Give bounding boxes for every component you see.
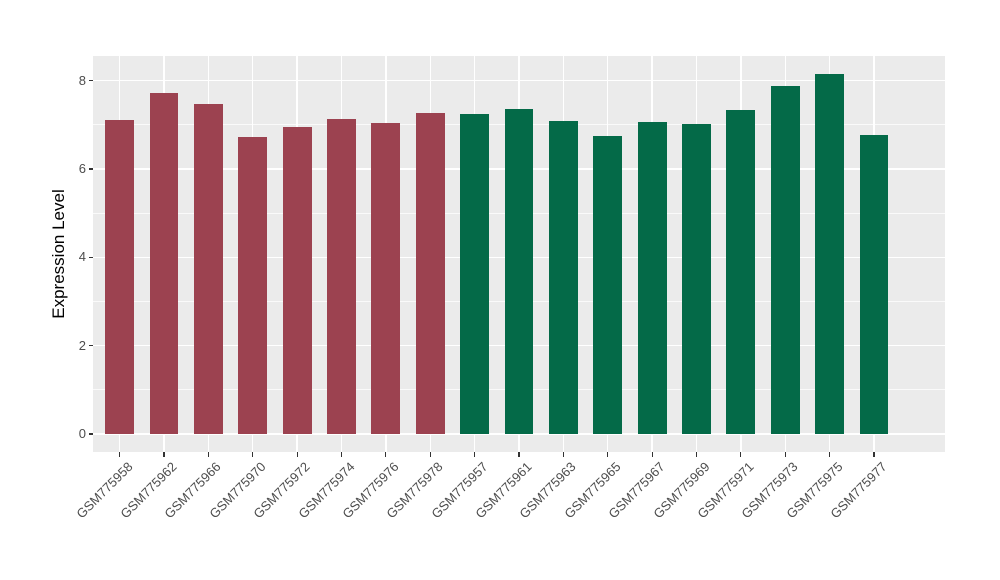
bar-GSM775974 [327,119,356,434]
y-axis-title: Expression Level [49,189,68,319]
bar-GSM775973 [770,85,800,434]
x-axis-tick-mark [651,452,653,457]
bar-GSM775971 [726,110,756,434]
y-tick-label: 6 [78,160,86,176]
bar-GSM775962 [149,92,179,434]
bar-GSM775963 [548,120,578,434]
x-axis-tick-mark [784,452,786,457]
x-axis-tick-mark [607,452,609,457]
bar-GSM775957 [460,113,490,434]
x-axis-tick-mark [429,452,431,457]
y-axis-tick-mark [89,433,93,435]
bar-GSM775970 [238,137,268,434]
x-axis-tick-mark [695,452,698,457]
y-tick-label: 2 [78,337,86,353]
bar-GSM775969 [682,123,711,434]
y-axis-tick-mark [89,168,93,170]
x-axis-tick-mark [163,452,165,457]
x-axis-tick-mark [562,452,564,457]
y-tick-label: 0 [78,426,86,441]
bar-GSM775966 [193,103,223,434]
bar-GSM775975 [815,74,845,434]
x-axis-tick-mark [119,452,121,457]
x-axis-tick-mark [518,452,520,457]
plot-panel [93,56,945,452]
x-axis-tick-mark [385,452,387,457]
x-axis-tick-mark [252,452,254,457]
x-axis-tick-mark [740,452,742,457]
y-tick-label: 8 [78,72,86,88]
bar-GSM775967 [637,121,667,434]
x-axis-tick-mark [829,452,831,457]
y-axis-tick-mark [89,80,93,82]
x-axis-tick-mark [340,452,343,457]
y-axis-tick-mark [89,256,93,258]
bar-GSM775977 [859,134,889,434]
bar-GSM775961 [504,108,534,434]
bar-GSM775978 [415,113,445,434]
x-axis-tick-mark [207,452,209,457]
x-axis-tick-mark [296,452,298,457]
bar-GSM775958 [105,120,135,434]
x-axis-tick-mark [873,452,875,457]
y-tick-label: 4 [78,249,86,265]
y-axis-tick-mark [89,345,93,347]
bar-GSM775972 [282,126,312,434]
bar-GSM775976 [371,123,401,434]
bar-GSM775965 [593,136,623,434]
x-axis-tick-mark [474,452,476,457]
